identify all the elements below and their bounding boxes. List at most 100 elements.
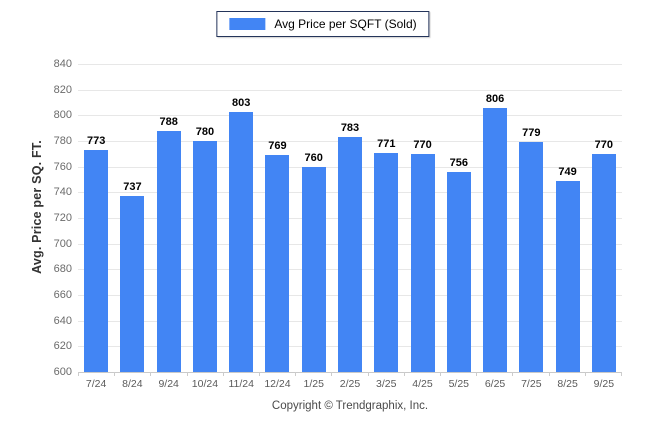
bar-slot: 756 [441, 64, 477, 372]
axis-tick [150, 372, 186, 376]
bar-slot: 737 [114, 64, 150, 372]
x-axis-ticks [78, 372, 623, 376]
bar [374, 152, 399, 372]
y-axis-tick-label: 680 [53, 263, 72, 276]
bar [483, 107, 508, 372]
x-axis-tick-label: 12/24 [264, 378, 291, 390]
y-axis-tick-label: 840 [53, 58, 72, 70]
axis-tick [186, 372, 223, 376]
y-axis-tick-label: 800 [53, 109, 72, 122]
axis-tick [331, 372, 367, 376]
x-axis-tick-label: 4/25 [412, 378, 433, 390]
x-axis-tick-label: 5/25 [448, 378, 469, 390]
bar [555, 180, 580, 372]
axis-tick [476, 372, 512, 376]
x-axis-tick-label: 11/24 [228, 378, 254, 390]
y-axis-tick-label: 720 [53, 212, 72, 224]
bar [519, 142, 544, 372]
axis-tick [259, 372, 295, 376]
axis-tick [114, 372, 150, 376]
legend-swatch [229, 18, 266, 30]
axis-tick [367, 372, 404, 376]
y-axis-tick-label: 660 [53, 289, 72, 301]
y-axis-tick-label: 620 [53, 340, 72, 353]
bar-value-label: 773 [86, 135, 106, 147]
bar-value-label: 780 [195, 126, 215, 138]
axis-tick [295, 372, 331, 376]
bar-slot: 770 [586, 64, 622, 372]
bar-slot: 780 [187, 64, 223, 372]
axis-tick [78, 372, 114, 376]
bar-slot: 788 [151, 64, 187, 372]
bar [156, 130, 181, 372]
axis-tick [403, 372, 440, 376]
bar-value-label: 769 [268, 140, 287, 153]
bar-value-label: 803 [232, 96, 251, 109]
legend-label: Avg Price per SQFT (Sold) [274, 17, 417, 31]
gridline [78, 89, 622, 91]
bar [84, 150, 109, 372]
bar [265, 155, 290, 372]
bar [229, 111, 254, 372]
axis-tick [548, 372, 585, 376]
x-axis-tick-label: 6/25 [484, 378, 506, 390]
bar [192, 141, 217, 372]
copyright-text: Copyright © Trendgraphix, Inc. [271, 400, 429, 412]
y-axis-tick-label: 600 [53, 366, 72, 378]
y-axis-tick-label: 700 [53, 237, 72, 250]
axis-tick [222, 372, 259, 376]
bar [120, 196, 145, 372]
x-axis-tick-label: 3/25 [376, 378, 397, 390]
bar-slot: 771 [368, 64, 404, 372]
bar [591, 153, 616, 372]
bar-value-label: 806 [485, 92, 505, 105]
bar-value-label: 788 [159, 115, 178, 128]
bar-slot: 770 [404, 64, 440, 372]
bar-value-label: 779 [522, 127, 541, 140]
y-axis-tick-label: 780 [53, 135, 72, 147]
bar-slot: 803 [223, 64, 259, 372]
y-axis-title: Avg. Price per SQ. FT. [30, 140, 44, 274]
bar [446, 171, 471, 372]
legend: Avg Price per SQFT (Sold) [216, 11, 430, 37]
bar-slot: 779 [513, 64, 549, 372]
x-axis-tick-label: 1/25 [303, 378, 324, 390]
bar-slot: 773 [78, 64, 114, 372]
bar-value-label: 760 [304, 151, 323, 164]
x-axis-labels: 7/24 8/24 9/24 10/24 11/24 12/24 1/25 2/25 3/25 4… [78, 378, 622, 390]
bar-value-label: 770 [413, 138, 432, 151]
bar-value-label: 756 [449, 156, 468, 169]
x-axis-tick-label: 7/24 [85, 378, 107, 390]
y-axis-tick-label: 820 [53, 83, 72, 96]
bar-value-label: 770 [594, 138, 614, 151]
x-axis-tick-label: 8/25 [557, 378, 578, 390]
y-axis-tick-label: 640 [53, 314, 72, 327]
bar-value-label: 737 [123, 181, 142, 194]
x-axis-tick-label: 8/24 [122, 378, 143, 390]
bar-value-label: 783 [340, 122, 360, 135]
gridline [78, 115, 622, 117]
bar-slot: 760 [296, 64, 332, 372]
bar-slot: 806 [477, 64, 513, 372]
bar [337, 137, 362, 372]
y-axis-tick-label: 760 [53, 160, 72, 173]
x-axis-tick-label: 2/25 [339, 378, 361, 390]
bar [410, 153, 435, 372]
bar-slot: 749 [549, 64, 585, 372]
x-axis-tick-label: 10/24 [191, 378, 219, 390]
plot-area: 773 737 788 780 803 769 760 783 771 770 756 806 779 7… [78, 64, 622, 373]
gridline [78, 64, 622, 65]
x-axis-tick-label: 7/25 [521, 378, 542, 390]
bars-layer: 773 737 788 780 803 769 760 783 771 770 756 806 779 7… [78, 64, 622, 372]
x-axis-tick-label: 9/25 [593, 378, 615, 390]
y-axis-tick-label: 740 [53, 186, 72, 199]
bar-slot: 769 [259, 64, 295, 372]
axis-tick [512, 372, 548, 376]
bar [301, 166, 326, 372]
axis-tick [584, 372, 623, 376]
bar-slot: 783 [332, 64, 368, 372]
bar-value-label: 771 [377, 137, 396, 150]
x-axis-tick-label: 9/24 [158, 378, 179, 390]
axis-tick [440, 372, 476, 376]
